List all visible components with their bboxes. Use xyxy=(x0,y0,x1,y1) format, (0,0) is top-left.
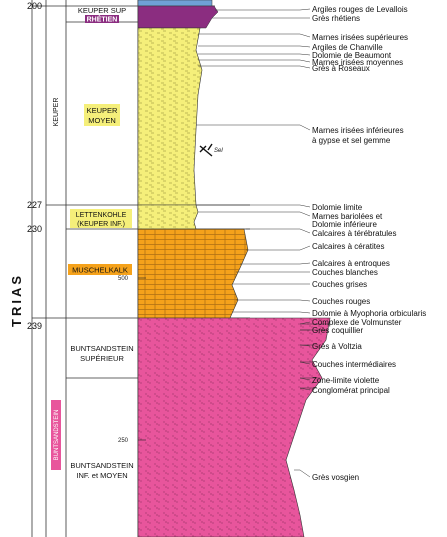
annotation-label: Complexe de Volmunster xyxy=(312,318,402,327)
age-239: 239 xyxy=(27,321,42,331)
stage-muschelkalk: MUSCHELKALK xyxy=(72,266,128,275)
series-keuper: KEUPER xyxy=(53,98,60,127)
annotation-label: Calcaires à térébratules xyxy=(312,229,396,238)
annotation-label: Marnes irisées supérieures xyxy=(312,33,408,42)
age-labels: 200 227 230 239 xyxy=(27,1,42,331)
scale-500: 500 xyxy=(118,276,129,282)
annotation-leader xyxy=(196,124,311,131)
annotation-leader xyxy=(198,211,311,217)
annotation-label: Grès coquillier xyxy=(312,326,363,335)
annotation-leader xyxy=(215,8,311,11)
annotation-leader xyxy=(299,344,316,347)
stage-rhetien: RHÉTIEN xyxy=(87,15,118,24)
annotation-label: Argiles de Chanville xyxy=(312,43,383,52)
lettenkohle-band xyxy=(137,204,199,230)
annotation-label: Couches intermédiaires xyxy=(312,360,396,369)
annotation-leader xyxy=(198,65,311,69)
annotation-label: Dolomie inférieure xyxy=(312,220,377,229)
annotation-label: Grès vosgien xyxy=(312,473,359,482)
annotation-leader xyxy=(299,361,312,365)
stage-lettenkohle-1: LETTENKOHLE xyxy=(76,212,127,219)
annotation-leader xyxy=(294,469,311,478)
annotation-leader xyxy=(299,387,316,391)
stage-bunt-sup-1: BUNTSANDSTEIN xyxy=(70,344,133,353)
annotation-label: Dolomie à Myophoria orbicularis xyxy=(312,309,426,318)
buntsandstein-badge: BUNTSANDSTEIN xyxy=(51,400,61,470)
age-227: 227 xyxy=(27,200,42,210)
annotation-leader xyxy=(240,262,311,265)
stage-lettenkohle-2: (KEUPER INF.) xyxy=(77,221,125,228)
annotation-leader xyxy=(198,53,311,56)
annotation-label: Marnes irisées moyennes xyxy=(312,58,403,67)
sel-label: Sel xyxy=(214,148,223,154)
stage-keuper-sup: KEUPER SUP xyxy=(78,6,126,15)
annotation-label: Marnes bariolées et xyxy=(312,212,383,221)
annotation-label: Grès à Voltzia xyxy=(312,342,362,351)
sup-top-band xyxy=(137,0,213,7)
annotation-label: Calcaires à entroques xyxy=(312,259,390,268)
annotation-label: Grès à Roseaux xyxy=(312,64,370,73)
annotation-label: à gypse et sel gemme xyxy=(312,136,391,145)
stage-bunt-inf-1: BUNTSANDSTEIN xyxy=(70,461,133,470)
annotation-label: Dolomie limite xyxy=(312,203,363,212)
thickness-scale: 500 250 xyxy=(118,276,146,444)
annotation-label: Marnes irisées inférieures xyxy=(312,126,404,135)
scale-250: 250 xyxy=(118,438,129,444)
stage-keuper-moyen-1: KEUPER xyxy=(87,106,118,115)
annotation-leader xyxy=(299,321,330,325)
annotation-label: Grès rhétiens xyxy=(312,14,360,23)
annotation-leader xyxy=(246,245,311,251)
annotation-label: Couches grises xyxy=(312,280,367,289)
annotation-leader xyxy=(198,59,311,63)
annotation-label: Couches rouges xyxy=(312,297,370,306)
annotation-leader xyxy=(196,204,311,208)
buntsandstein-band xyxy=(137,317,331,537)
annotation-leader xyxy=(236,299,311,302)
age-200: 200 xyxy=(27,1,42,11)
stage-keuper-moyen-2: MOYEN xyxy=(88,116,116,125)
rhetien-band xyxy=(137,5,219,29)
system-label: TRIAS xyxy=(9,273,24,327)
stage-bunt-inf-2: INF. et MOYEN xyxy=(76,471,127,480)
annotation-leader xyxy=(232,311,311,314)
lithology-column xyxy=(137,0,331,537)
annotation-label: Argiles rouges de Levallois xyxy=(312,5,408,14)
salt-pickaxe-icon: Sel xyxy=(199,143,223,157)
age-230: 230 xyxy=(27,224,42,234)
annotation-label: Conglomérat principal xyxy=(312,386,390,395)
stage-labels: KEUPER SUP RHÉTIEN KEUPER MOYEN LETTENKO… xyxy=(68,6,134,480)
annotation-leader xyxy=(299,377,320,381)
keuper-band xyxy=(137,27,203,206)
muschelkalk-band xyxy=(137,228,249,319)
annotation-leader xyxy=(246,228,311,234)
annotation-label: Dolomie de Beaumont xyxy=(312,51,392,60)
annotation-label: Calcaires à cératites xyxy=(312,242,384,251)
annotation-label: Zone-limite violette xyxy=(312,376,380,385)
stage-bunt-sup-2: SUPÉRIEUR xyxy=(80,354,124,363)
annotation-leader xyxy=(198,45,311,48)
series-buntsandstein: BUNTSANDSTEIN xyxy=(54,410,60,461)
annotation-label: Couches blanches xyxy=(312,268,378,277)
annotation-leader xyxy=(198,33,311,38)
